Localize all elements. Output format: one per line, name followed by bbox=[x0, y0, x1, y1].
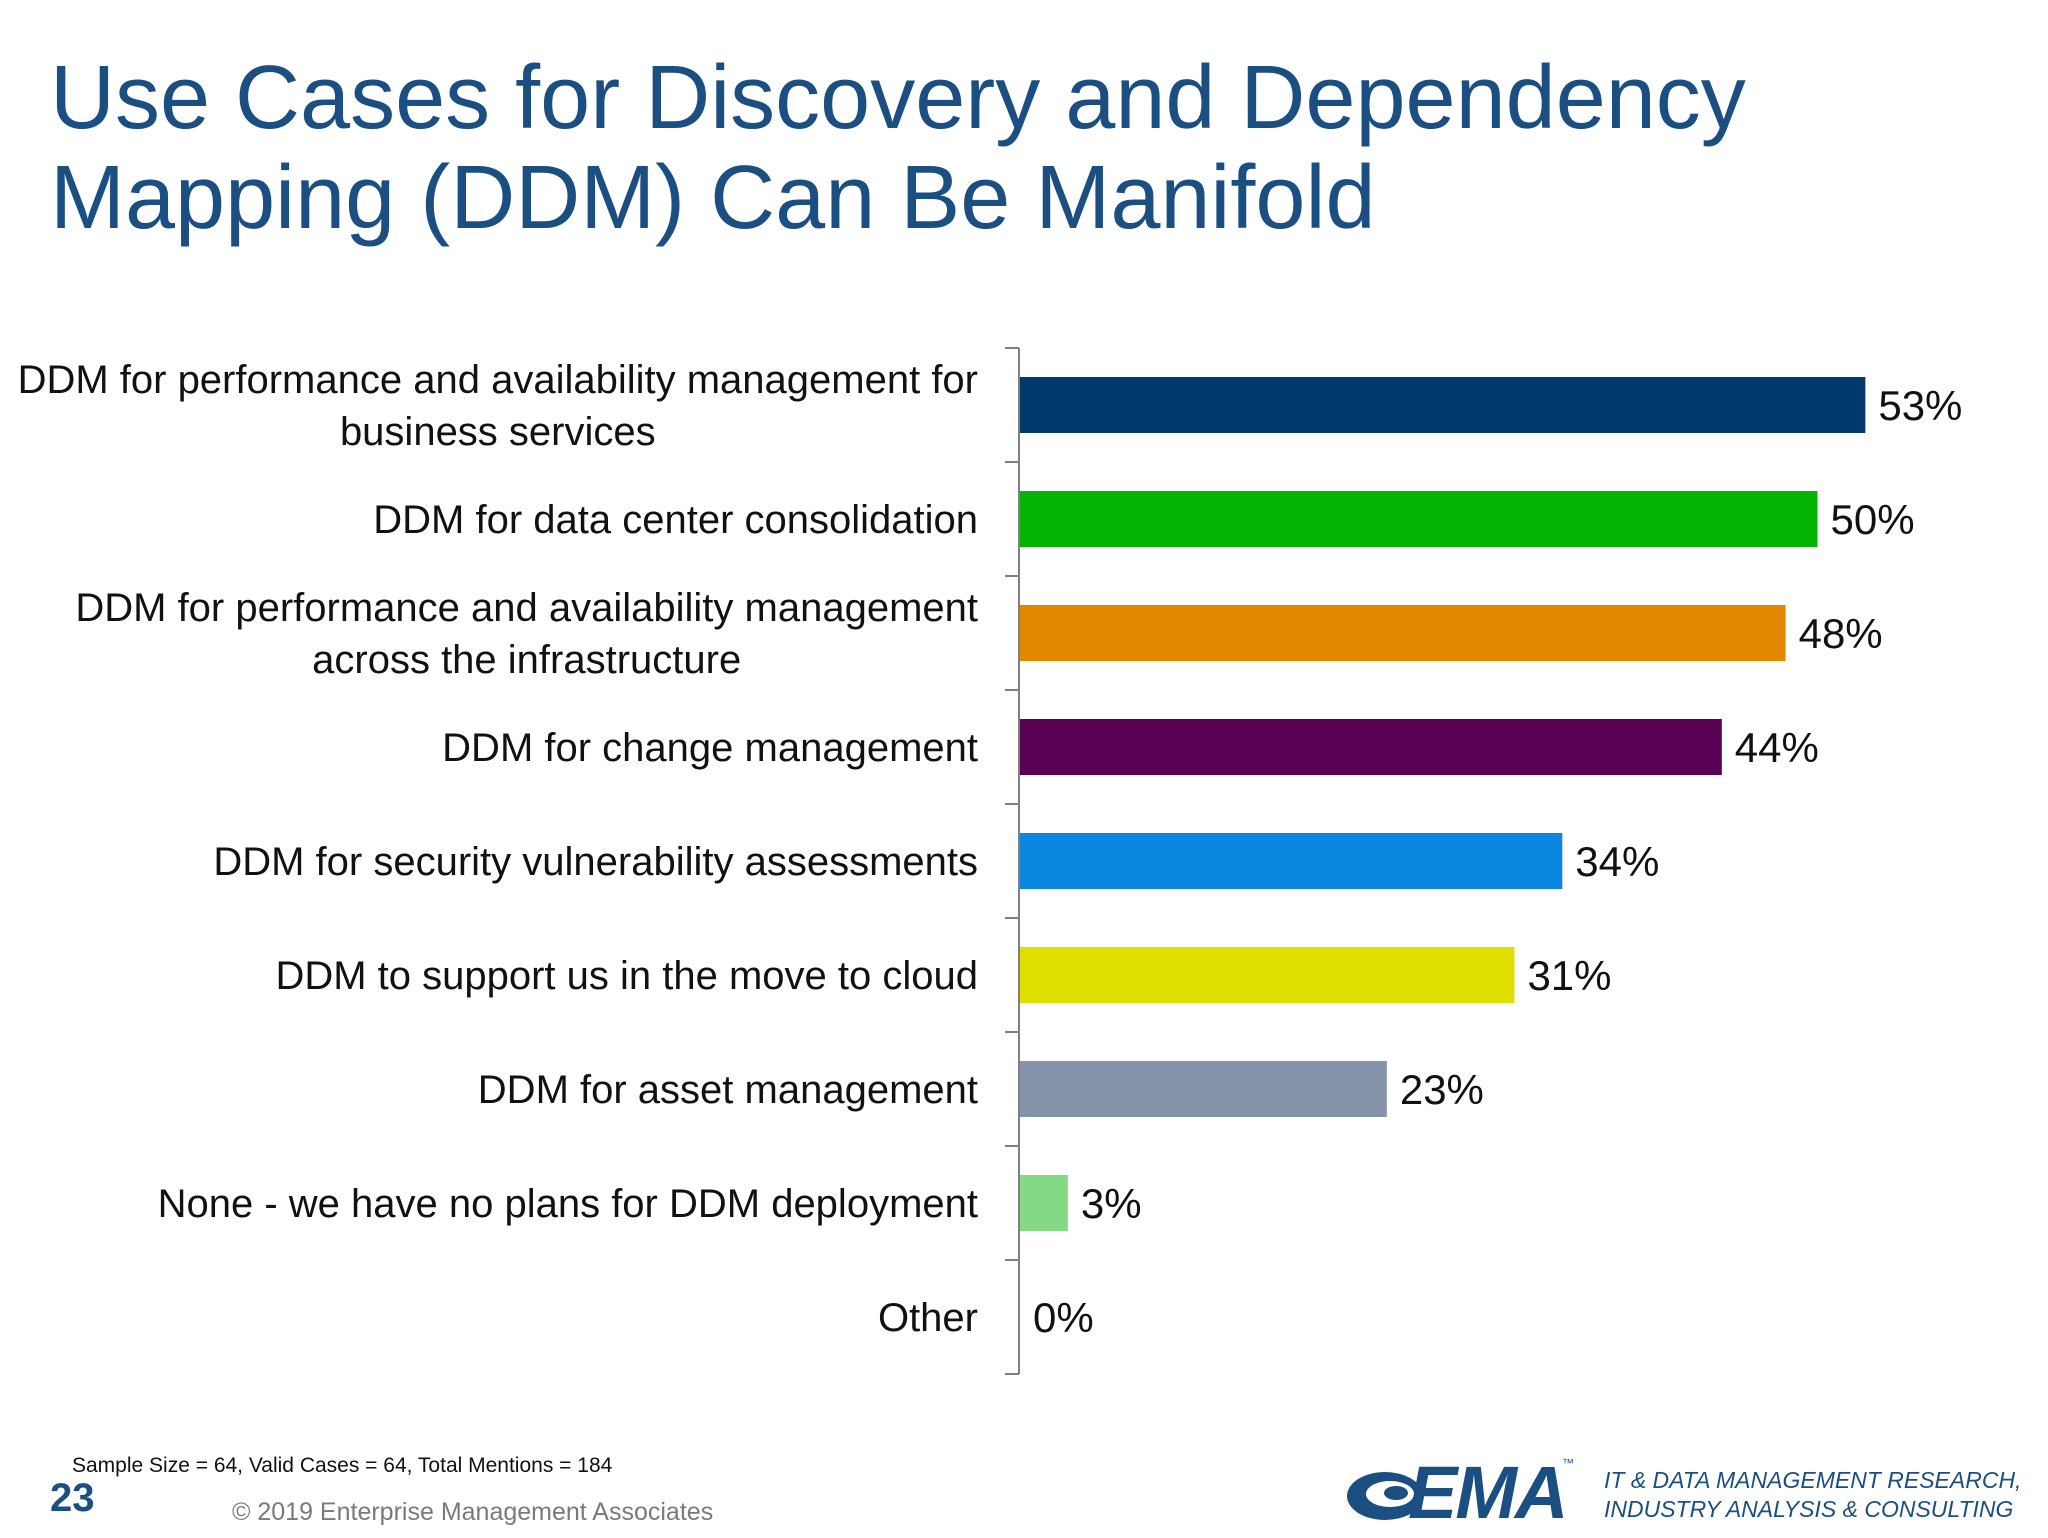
category-label: DDM for security vulnerability assessmen… bbox=[213, 840, 978, 884]
category-label: DDM for data center consolidation bbox=[373, 498, 978, 542]
tagline-line-2: INDUSTRY ANALYSIS & CONSULTING bbox=[1604, 1496, 2014, 1522]
tagline-line-1: IT & DATA MANAGEMENT RESEARCH, bbox=[1604, 1467, 2022, 1493]
data-label: 3% bbox=[1081, 1180, 1142, 1227]
copyright-notice: © 2019 Enterprise Management Associates bbox=[232, 1498, 714, 1526]
title-line-2: Mapping (DDM) Can Be Manifold bbox=[50, 148, 1376, 248]
bar bbox=[1020, 377, 1866, 433]
bar bbox=[1020, 1175, 1068, 1231]
bar bbox=[1020, 947, 1515, 1003]
ema-swoosh-icon bbox=[1347, 1472, 1423, 1520]
category-label: business services bbox=[340, 410, 656, 454]
bar bbox=[1020, 719, 1722, 775]
data-label: 0% bbox=[1033, 1294, 1094, 1341]
bar bbox=[1020, 491, 1818, 547]
company-tagline: IT & DATA MANAGEMENT RESEARCH, INDUSTRY … bbox=[1604, 1466, 2021, 1524]
data-label: 44% bbox=[1735, 724, 1819, 771]
bar-chart: 53% DDM for performance and availability … bbox=[18, 347, 1962, 1375]
data-label: 48% bbox=[1799, 610, 1883, 657]
bar bbox=[1020, 1061, 1387, 1117]
category-label: DDM for performance and availability man… bbox=[18, 358, 978, 402]
category-label: DDM for asset management bbox=[478, 1068, 978, 1112]
category-label: DDM for change management bbox=[442, 726, 978, 770]
bar bbox=[1020, 605, 1786, 661]
data-label: 53% bbox=[1878, 382, 1962, 429]
logo-wordmark: EMA bbox=[1408, 1451, 1568, 1534]
logo-trademark: ™ bbox=[1562, 1456, 1574, 1470]
category-label: DDM for performance and availability man… bbox=[75, 586, 978, 630]
category-label: Other bbox=[878, 1296, 978, 1340]
ema-logo: EMA ™ bbox=[1340, 1448, 1580, 1538]
sample-size-note: Sample Size = 64, Valid Cases = 64, Tota… bbox=[72, 1454, 613, 1477]
title-line-1: Use Cases for Discovery and Dependency bbox=[50, 48, 1746, 148]
category-label: DDM to support us in the move to cloud bbox=[275, 954, 978, 998]
category-label: across the infrastructure bbox=[312, 638, 741, 682]
data-label: 50% bbox=[1831, 496, 1915, 543]
bar bbox=[1020, 833, 1563, 889]
page-number: 23 bbox=[50, 1476, 95, 1520]
category-label: None - we have no plans for DDM deployme… bbox=[158, 1182, 978, 1226]
data-label: 34% bbox=[1575, 838, 1659, 885]
slide-title: Use Cases for Discovery and Dependency M… bbox=[50, 48, 1950, 248]
data-label: 23% bbox=[1400, 1066, 1484, 1113]
data-label: 31% bbox=[1527, 952, 1611, 999]
